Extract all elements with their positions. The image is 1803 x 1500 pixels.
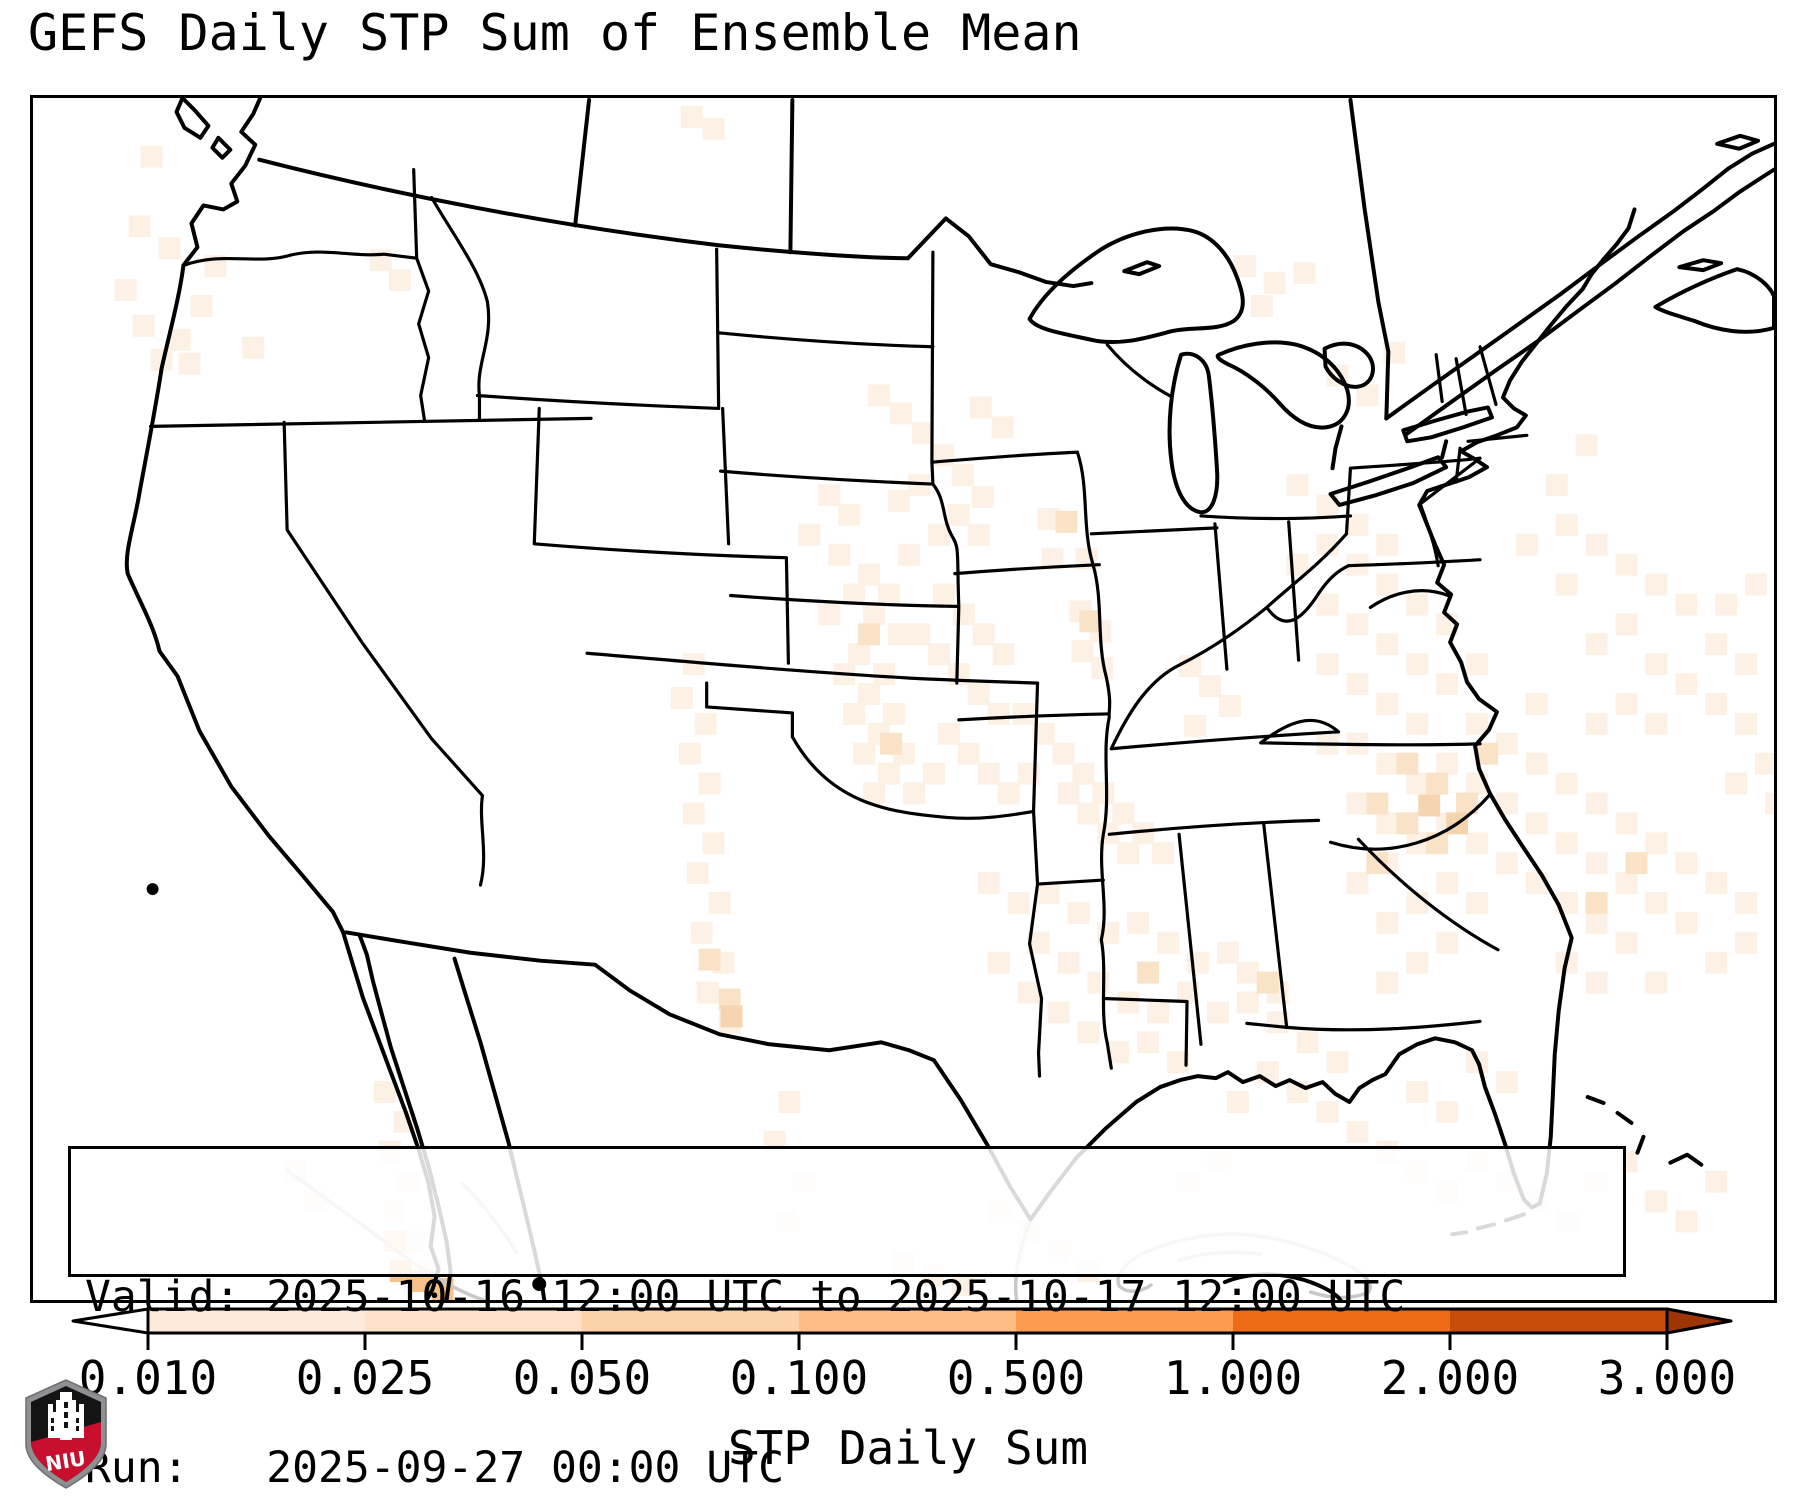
state-borders <box>149 168 1529 1078</box>
colorbar-segments <box>148 1309 1668 1333</box>
figure-title: GEFS Daily STP Sum of Ensemble Mean <box>28 4 1082 62</box>
colorbar: 0.010 0.025 0.050 0.100 0.500 1.000 2.000 3.000… <box>71 1307 1736 1475</box>
castle-windows <box>51 1402 79 1431</box>
colorbar-ticks <box>146 1333 1669 1350</box>
svg-text:0.100: 0.100 <box>730 1351 868 1405</box>
colorbar-over-arrow <box>1665 1307 1733 1335</box>
map-svg <box>114 98 1774 1300</box>
svg-text:2.000: 2.000 <box>1381 1351 1519 1405</box>
svg-text:0.500: 0.500 <box>947 1351 1085 1405</box>
run-time-text: Run: 2025-09-27 00:00 UTC <box>85 1443 784 1493</box>
colorbar-axis-label: STP Daily Sum <box>728 1421 1088 1475</box>
validity-info-box: Valid: 2025-10-16 12:00 UTC to 2025-10-1… <box>68 1146 1626 1493</box>
svg-text:1.000: 1.000 <box>1164 1351 1302 1405</box>
valid-time-text: Valid: 2025-10-16 12:00 UTC to 2025-10-1… <box>85 1272 1406 1322</box>
map-panel <box>30 95 1777 1303</box>
svg-text:0.025: 0.025 <box>296 1351 434 1405</box>
niu-logo: NIU <box>25 1379 107 1489</box>
svg-text:3.000: 3.000 <box>1598 1351 1736 1405</box>
stp-data-patches <box>114 105 1774 1300</box>
svg-text:0.050: 0.050 <box>513 1351 651 1405</box>
colorbar-outline <box>146 1307 1669 1335</box>
colorbar-tick-labels: 0.010 0.025 0.050 0.100 0.500 1.000 2.000 3.000 <box>79 1351 1736 1405</box>
